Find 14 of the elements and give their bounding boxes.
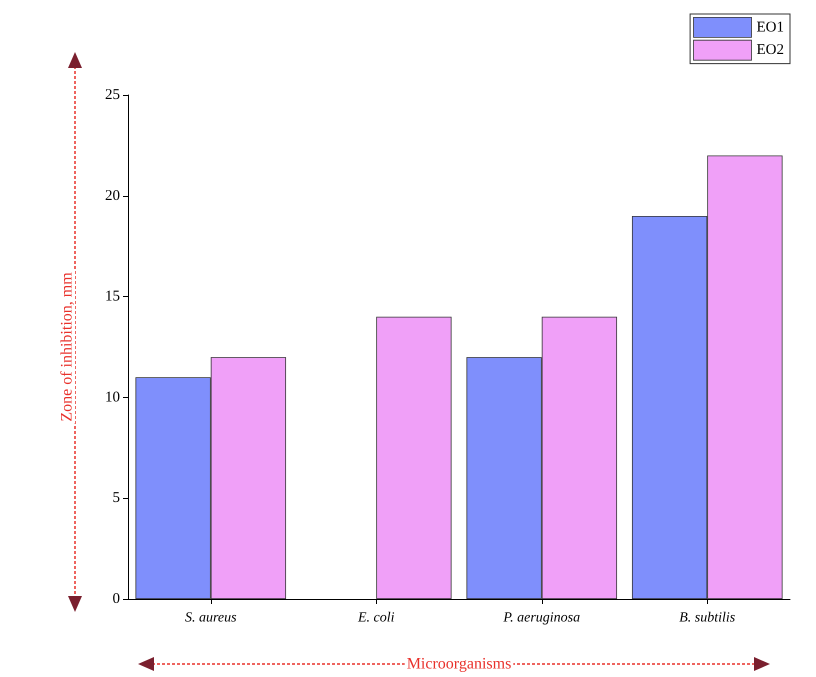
y-tick-label: 20 (105, 188, 120, 204)
y-tick-label: 10 (105, 389, 120, 406)
legend-label: EO1 (756, 19, 784, 36)
y-axis-title: Zone of inhibition, mm (58, 272, 76, 422)
x-tick-label: P. aeruginosa (502, 610, 580, 626)
y-tick-label: 0 (112, 591, 120, 607)
legend-label: EO2 (756, 42, 784, 58)
y-tick-label: 25 (105, 87, 120, 103)
x-tick-label: B. subtilis (679, 610, 736, 626)
y-tick-label: 5 (112, 490, 120, 506)
x-tick-label: S. aureus (184, 610, 238, 626)
x-tick-label: E. coli (356, 610, 395, 626)
y-tick-label: 15 (105, 288, 120, 305)
x-axis-title: Microorganisms (406, 656, 512, 672)
